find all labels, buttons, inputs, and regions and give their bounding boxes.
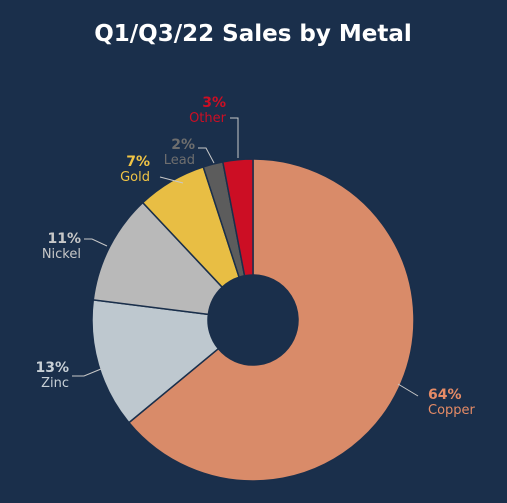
- percent-label-copper: 64%: [428, 387, 462, 403]
- slices-group: [91, 158, 415, 482]
- leader-line-other: [230, 117, 239, 158]
- pie-slice-zinc: [91, 298, 220, 424]
- leader-line-lead: [198, 147, 215, 164]
- category-label-lead: Lead: [164, 153, 195, 168]
- chart-title: Q1/Q3/22 Sales by Metal: [94, 21, 412, 47]
- pie-slice-other: [221, 158, 254, 277]
- leader-line-gold: [159, 176, 184, 184]
- category-label-other: Other: [189, 111, 227, 126]
- percent-label-gold: 7%: [126, 154, 150, 170]
- leader-line-zinc: [72, 368, 102, 377]
- category-label-nickel: Nickel: [42, 247, 81, 262]
- category-label-gold: Gold: [120, 170, 150, 185]
- category-label-zinc: Zinc: [41, 376, 69, 391]
- percent-label-other: 3%: [202, 95, 226, 111]
- percent-label-zinc: 13%: [35, 360, 69, 376]
- pie-slice-nickel: [92, 201, 224, 316]
- percent-label-lead: 2%: [171, 137, 195, 153]
- pie-slice-copper: [127, 158, 415, 482]
- leader-line-nickel: [84, 238, 108, 247]
- percent-label-nickel: 11%: [47, 231, 81, 247]
- leaders-group: [72, 117, 419, 397]
- leader-line-copper: [397, 383, 419, 397]
- category-label-copper: Copper: [428, 403, 476, 418]
- labels-group: 64%Copper 13%Zinc 11%Nickel 7%Gold 2%Lead 3%O…: [35, 95, 475, 418]
